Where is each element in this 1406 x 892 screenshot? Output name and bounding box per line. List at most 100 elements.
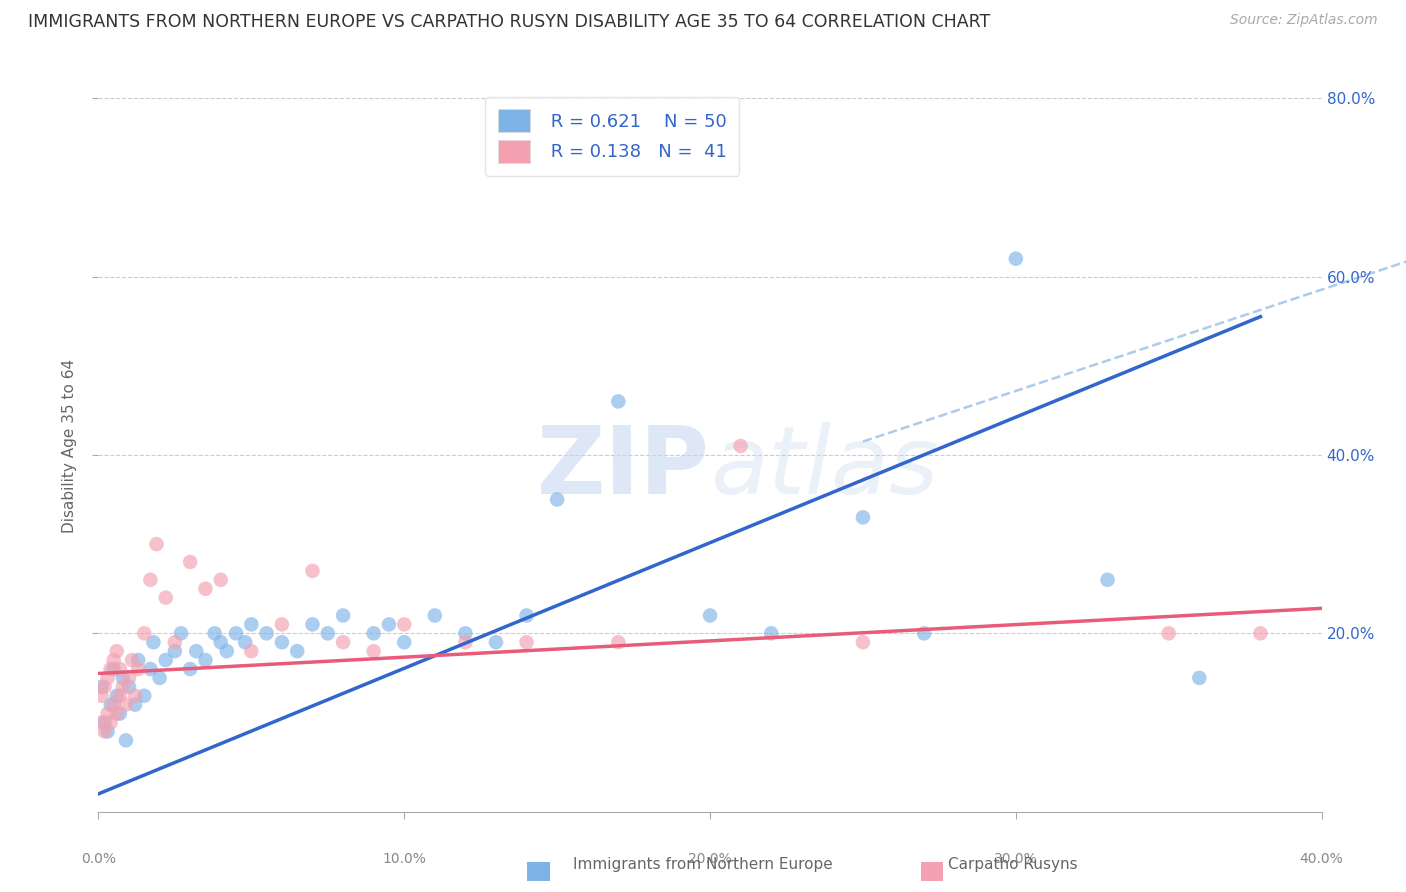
Point xyxy=(90,689,112,703)
Point xyxy=(100,715,122,730)
Point xyxy=(163,635,186,649)
Point xyxy=(121,653,143,667)
Point xyxy=(225,626,247,640)
Point xyxy=(209,635,232,649)
Point xyxy=(1097,573,1119,587)
Point xyxy=(93,680,115,694)
Text: Source: ZipAtlas.com: Source: ZipAtlas.com xyxy=(1230,13,1378,28)
Point xyxy=(215,644,238,658)
Point xyxy=(90,715,112,730)
Point xyxy=(105,644,128,658)
Point xyxy=(233,635,256,649)
Point xyxy=(163,644,186,658)
Text: 40.0%: 40.0% xyxy=(1299,852,1344,866)
Text: IMMIGRANTS FROM NORTHERN EUROPE VS CARPATHO RUSYN DISABILITY AGE 35 TO 64 CORREL: IMMIGRANTS FROM NORTHERN EUROPE VS CARPA… xyxy=(28,13,990,31)
Point xyxy=(118,680,141,694)
Point xyxy=(127,653,149,667)
Point xyxy=(912,626,935,640)
Point xyxy=(118,671,141,685)
Point xyxy=(179,555,201,569)
Point xyxy=(852,635,875,649)
Point xyxy=(194,653,217,667)
Point xyxy=(240,644,263,658)
Point xyxy=(730,439,752,453)
Point xyxy=(316,626,339,640)
Y-axis label: Disability Age 35 to 64: Disability Age 35 to 64 xyxy=(62,359,77,533)
Point xyxy=(108,689,131,703)
Point xyxy=(134,626,156,640)
Point xyxy=(423,608,446,623)
Point xyxy=(103,662,125,676)
Point xyxy=(97,706,120,721)
Point xyxy=(155,591,177,605)
Point xyxy=(759,626,782,640)
Point xyxy=(240,617,263,632)
Point xyxy=(103,653,125,667)
Point xyxy=(97,724,120,739)
Point xyxy=(90,680,112,694)
Point xyxy=(332,635,354,649)
Point xyxy=(105,689,128,703)
Point xyxy=(392,635,416,649)
Point xyxy=(108,662,131,676)
Point xyxy=(139,573,162,587)
Point xyxy=(1188,671,1211,685)
Point xyxy=(1157,626,1180,640)
Point xyxy=(145,537,167,551)
Point xyxy=(100,698,122,712)
Point xyxy=(124,698,146,712)
Text: 10.0%: 10.0% xyxy=(382,852,426,866)
Point xyxy=(1004,252,1026,266)
Point xyxy=(108,706,131,721)
Point xyxy=(332,608,354,623)
Point xyxy=(170,626,193,640)
Point xyxy=(111,671,134,685)
Point xyxy=(546,492,568,507)
Point xyxy=(93,715,115,730)
Point xyxy=(97,671,120,685)
Point xyxy=(454,626,477,640)
Point xyxy=(179,662,201,676)
Point xyxy=(256,626,278,640)
Point xyxy=(155,653,177,667)
Point xyxy=(103,698,125,712)
Point xyxy=(852,510,875,524)
Point xyxy=(209,573,232,587)
Point xyxy=(134,689,156,703)
Point xyxy=(378,617,401,632)
Point xyxy=(139,662,162,676)
Point xyxy=(270,617,292,632)
Text: 30.0%: 30.0% xyxy=(994,852,1038,866)
Text: Immigrants from Northern Europe: Immigrants from Northern Europe xyxy=(574,857,832,872)
Point xyxy=(699,608,721,623)
Point xyxy=(363,644,385,658)
Point xyxy=(607,635,630,649)
Point xyxy=(204,626,226,640)
Legend:  R = 0.621    N = 50,  R = 0.138   N =  41: R = 0.621 N = 50, R = 0.138 N = 41 xyxy=(485,96,740,176)
Point xyxy=(270,635,292,649)
Point xyxy=(485,635,508,649)
Point xyxy=(127,662,149,676)
Point xyxy=(516,608,538,623)
Point xyxy=(111,680,134,694)
Text: Carpatho Rusyns: Carpatho Rusyns xyxy=(948,857,1077,872)
Point xyxy=(186,644,208,658)
Point xyxy=(392,617,416,632)
Point xyxy=(363,626,385,640)
Text: 20.0%: 20.0% xyxy=(688,852,733,866)
Point xyxy=(100,662,122,676)
Point xyxy=(516,635,538,649)
Point xyxy=(115,733,138,747)
Point xyxy=(301,564,323,578)
Point xyxy=(285,644,308,658)
Point xyxy=(142,635,165,649)
Point xyxy=(124,689,146,703)
Point xyxy=(194,582,217,596)
Point xyxy=(105,706,128,721)
Point xyxy=(607,394,630,409)
Point xyxy=(1249,626,1271,640)
Point xyxy=(115,698,138,712)
Point xyxy=(149,671,172,685)
Point xyxy=(93,724,115,739)
Point xyxy=(301,617,323,632)
